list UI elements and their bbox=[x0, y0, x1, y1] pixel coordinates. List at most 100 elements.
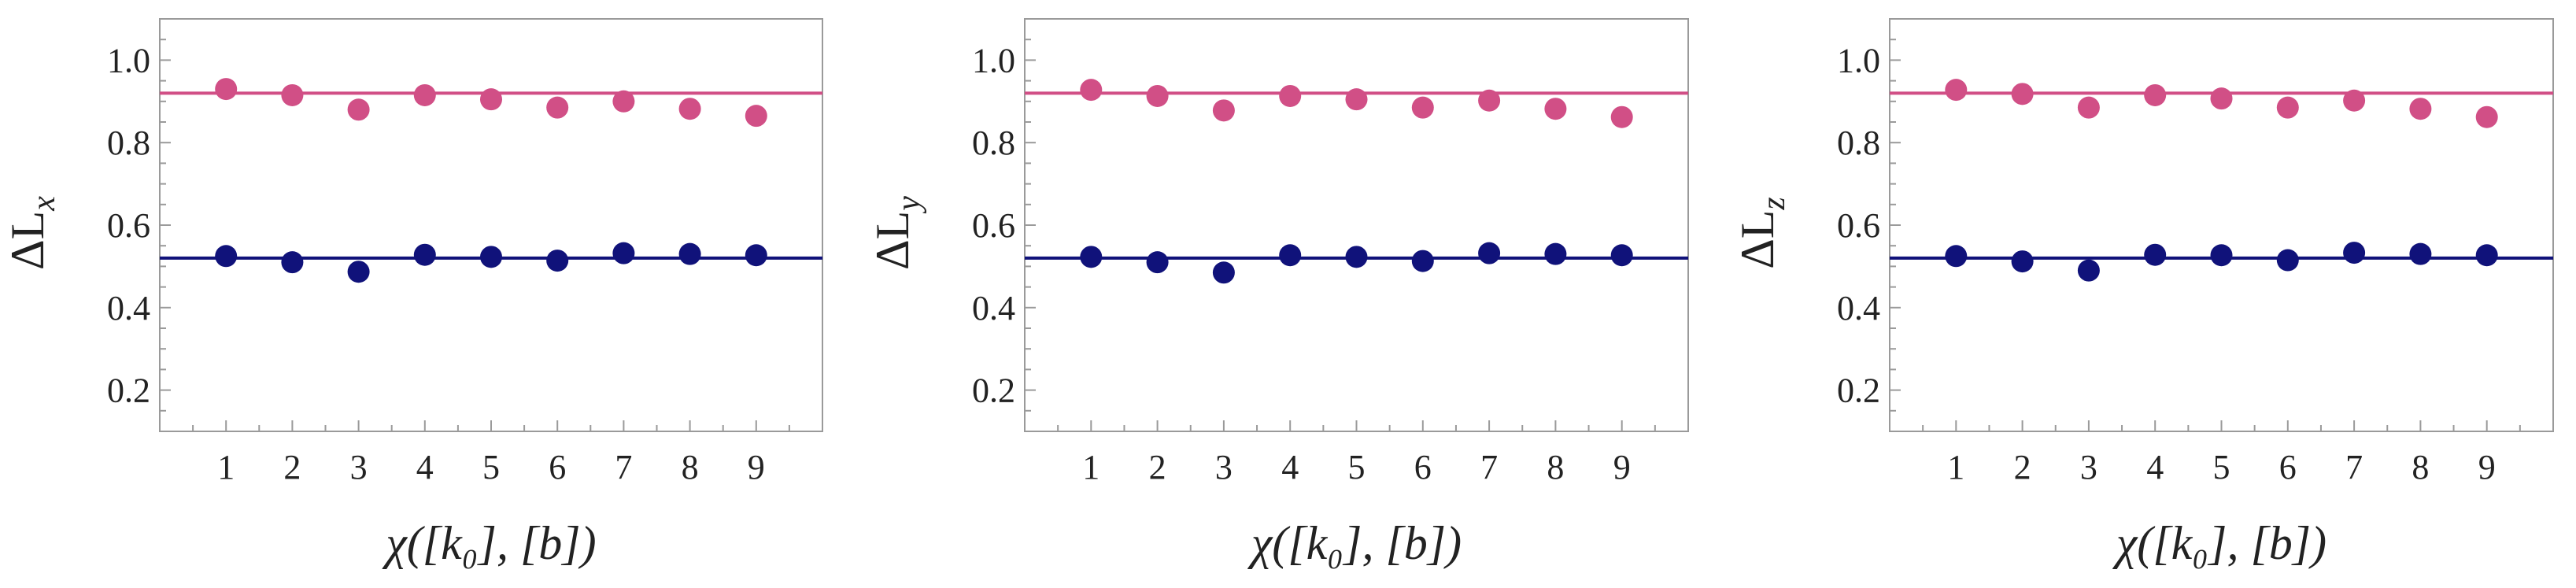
chart-panel-2: 1 2 3 4 5 6 7 8 9 0.2 0.4 0.6 0.8 1.0 χ([k₀], [b]) ΔLy bbox=[867, 18, 1689, 569]
x-tick-label: 7 bbox=[615, 448, 632, 486]
data-point bbox=[745, 105, 767, 128]
data-point bbox=[1080, 246, 1103, 268]
data-point bbox=[1478, 242, 1501, 264]
data-point bbox=[1279, 244, 1302, 267]
data-point bbox=[1212, 261, 1235, 284]
x-axis-label: χ([k₀], [b]) bbox=[1247, 517, 1462, 569]
data-point bbox=[2210, 244, 2233, 267]
x-tick-label: 2 bbox=[1149, 448, 1166, 486]
x-tick-label: 7 bbox=[1480, 448, 1498, 486]
y-axis-label: ΔLx bbox=[2, 196, 62, 270]
plot-frame bbox=[1024, 18, 1689, 432]
data-point bbox=[2343, 242, 2366, 264]
y-tick-label: 0.8 bbox=[972, 124, 1015, 162]
x-tick-label: 1 bbox=[217, 448, 235, 486]
data-point bbox=[1212, 99, 1235, 122]
y-tick-label: 0.6 bbox=[972, 206, 1015, 245]
data-point bbox=[2077, 259, 2100, 282]
y-tick-label: 0.2 bbox=[1837, 372, 1880, 410]
x-tick-label: 5 bbox=[482, 448, 500, 486]
chart-panel-1: 1 2 3 4 5 6 7 8 9 0.2 0.4 0.6 0.8 1.0 χ([k₀], [b]) ΔLx bbox=[2, 18, 823, 569]
data-point bbox=[2011, 83, 2034, 105]
y-tick-label: 1.0 bbox=[1837, 41, 1880, 80]
data-point bbox=[1345, 246, 1368, 268]
x-tick-label: 1 bbox=[1947, 448, 1964, 486]
y-tick-label: 0.2 bbox=[972, 372, 1015, 410]
x-tick-label: 3 bbox=[350, 448, 368, 486]
x-tick-label: 6 bbox=[1414, 448, 1432, 486]
y-tick-label: 0.4 bbox=[1837, 289, 1880, 327]
data-point bbox=[2144, 243, 2167, 266]
data-point bbox=[546, 250, 569, 272]
data-point bbox=[546, 96, 569, 119]
data-point bbox=[1478, 89, 1501, 112]
y-tick-label: 0.2 bbox=[107, 372, 150, 410]
data-point bbox=[2210, 87, 2233, 110]
data-point bbox=[2011, 250, 2034, 273]
data-point bbox=[612, 242, 635, 264]
data-point bbox=[2276, 249, 2299, 272]
data-point bbox=[2144, 83, 2167, 106]
x-tick-label: 8 bbox=[2412, 448, 2429, 486]
x-tick-label: 7 bbox=[2345, 448, 2363, 486]
y-tick-label: 0.8 bbox=[107, 124, 150, 162]
x-axis-label: χ([k₀], [b]) bbox=[2112, 517, 2327, 569]
data-point bbox=[1610, 244, 1633, 267]
y-tick-label: 0.6 bbox=[1837, 206, 1880, 245]
data-point bbox=[347, 98, 370, 121]
data-point bbox=[1146, 84, 1169, 107]
x-tick-label: 5 bbox=[1348, 448, 1366, 486]
data-point bbox=[1945, 245, 1968, 268]
data-point bbox=[480, 88, 502, 111]
data-point bbox=[281, 251, 304, 274]
x-tick-label: 6 bbox=[549, 448, 566, 486]
data-point bbox=[1411, 96, 1434, 119]
data-point bbox=[413, 243, 436, 266]
data-point bbox=[2276, 96, 2299, 119]
x-tick-label: 3 bbox=[1215, 448, 1233, 486]
data-point bbox=[347, 261, 370, 283]
data-point bbox=[2409, 242, 2432, 265]
data-point bbox=[215, 78, 238, 101]
data-point bbox=[1544, 242, 1567, 265]
y-tick-label: 0.4 bbox=[107, 289, 150, 327]
data-point bbox=[2343, 89, 2366, 112]
x-tick-label: 9 bbox=[2478, 448, 2496, 486]
chart-panel-3: 1 2 3 4 5 6 7 8 9 0.2 0.4 0.6 0.8 1.0 χ([k₀], [b]) ΔLz bbox=[1732, 18, 2554, 569]
data-point bbox=[2409, 98, 2432, 120]
y-axis-label: ΔLz bbox=[1732, 197, 1792, 269]
x-tick-label: 3 bbox=[2080, 448, 2097, 486]
x-tick-label: 8 bbox=[1547, 448, 1564, 486]
y-tick-label: 1.0 bbox=[107, 41, 150, 80]
data-point bbox=[745, 244, 767, 267]
x-tick-label: 5 bbox=[2213, 448, 2230, 486]
data-point bbox=[1279, 84, 1302, 107]
data-point bbox=[1411, 250, 1434, 272]
data-point bbox=[2475, 244, 2498, 267]
data-point bbox=[1080, 79, 1103, 102]
plot-frame bbox=[159, 18, 823, 432]
data-point bbox=[1345, 88, 1368, 111]
x-tick-label: 6 bbox=[2279, 448, 2297, 486]
x-tick-label: 9 bbox=[1613, 448, 1631, 486]
x-tick-label: 9 bbox=[748, 448, 765, 486]
data-point bbox=[678, 242, 701, 265]
y-tick-label: 0.4 bbox=[972, 289, 1015, 327]
x-tick-label: 4 bbox=[2146, 448, 2164, 486]
data-point bbox=[1945, 79, 1968, 102]
x-tick-label: 1 bbox=[1082, 448, 1100, 486]
y-tick-label: 0.6 bbox=[107, 206, 150, 245]
x-tick-label: 2 bbox=[283, 448, 301, 486]
x-tick-label: 4 bbox=[416, 448, 434, 486]
data-point bbox=[2475, 105, 2498, 128]
data-point bbox=[612, 90, 635, 113]
data-point bbox=[2077, 96, 2100, 119]
plot-frame bbox=[1889, 18, 2554, 432]
y-tick-label: 0.8 bbox=[1837, 124, 1880, 162]
x-tick-label: 2 bbox=[2014, 448, 2031, 486]
data-point bbox=[480, 246, 502, 268]
y-axis-label: ΔLy bbox=[867, 196, 927, 270]
x-tick-label: 8 bbox=[682, 448, 699, 486]
data-point bbox=[1146, 251, 1169, 274]
